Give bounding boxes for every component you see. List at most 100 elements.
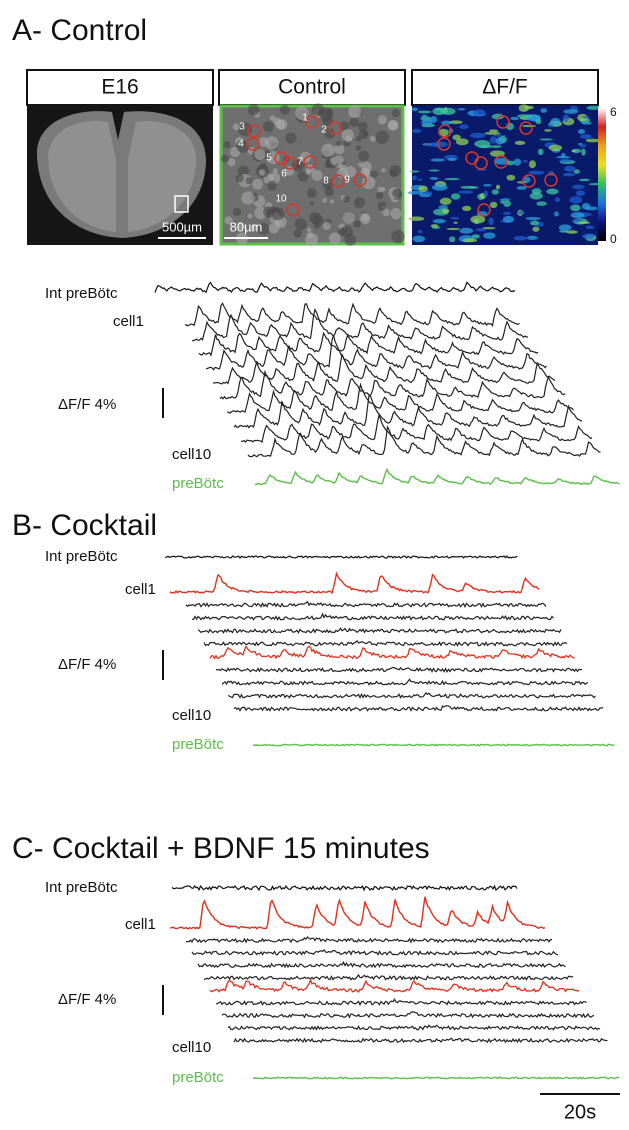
label: 4: [238, 139, 244, 150]
texture: [232, 207, 242, 217]
texture: [491, 113, 504, 120]
texture: [258, 169, 266, 176]
texture: [556, 156, 571, 159]
texture: [236, 222, 245, 230]
label: 9: [344, 175, 350, 186]
texture: [329, 199, 335, 204]
texture: [459, 124, 469, 130]
texture: [412, 175, 418, 180]
texture: [421, 119, 433, 126]
texture: [390, 208, 402, 220]
texture: [539, 138, 553, 141]
label: Control: [278, 76, 346, 99]
texture: [311, 169, 323, 182]
texture: [506, 174, 516, 181]
texture: [462, 238, 478, 243]
texture: [293, 229, 302, 238]
texture: [296, 162, 301, 168]
label: cell1: [125, 581, 156, 598]
cell-roi: [519, 121, 533, 135]
texture: [536, 201, 547, 206]
texture: [546, 188, 559, 195]
cell-roi: [437, 137, 451, 151]
texture: [247, 104, 260, 116]
cell-roi: [283, 156, 297, 170]
cell-roi: [286, 203, 300, 217]
label: Int preBötc: [45, 548, 118, 565]
texture: [430, 158, 446, 162]
cell-roi: [247, 124, 261, 138]
label: Int preBötc: [45, 285, 118, 302]
texture: [580, 134, 592, 139]
texture: [517, 114, 533, 118]
cell-roi: [246, 137, 260, 151]
texture: [482, 226, 496, 230]
texture: [493, 157, 510, 165]
texture: [582, 115, 589, 119]
texture: [360, 213, 371, 225]
texture: [409, 170, 420, 173]
label: C- Cocktail + BDNF 15 minutes: [12, 832, 430, 865]
texture: [334, 144, 345, 155]
texture: [581, 148, 586, 156]
texture: [417, 229, 423, 234]
texture: [470, 215, 486, 224]
texture: [491, 189, 499, 195]
label: 8: [323, 176, 329, 187]
texture: [483, 232, 496, 239]
label: 1: [302, 113, 308, 124]
texture: [353, 220, 362, 228]
trace: [254, 467, 620, 486]
texture: [254, 149, 266, 161]
texture: [257, 222, 270, 235]
trace: [215, 998, 587, 1007]
texture: [236, 140, 249, 153]
trace: [219, 369, 566, 400]
texture: [358, 150, 370, 162]
cell-roi: [496, 115, 510, 129]
texture: [579, 144, 587, 148]
texture: [272, 168, 279, 174]
texture: [455, 138, 469, 146]
label: B- Cocktail: [12, 509, 157, 542]
texture: [391, 229, 405, 244]
texture: [530, 220, 539, 226]
texture: [500, 200, 505, 204]
texture: [505, 160, 516, 166]
texture: [573, 169, 581, 174]
texture: [459, 227, 474, 234]
texture: [306, 227, 312, 233]
texture: [446, 227, 460, 231]
texture: [432, 218, 446, 224]
trace: [203, 640, 568, 647]
texture: [345, 135, 353, 143]
texture: [324, 128, 335, 139]
texture: [579, 178, 590, 182]
texture: [241, 191, 255, 205]
texture: [502, 215, 515, 223]
image-header: [26, 69, 214, 106]
texture: [469, 186, 479, 189]
trace: [221, 1011, 595, 1019]
texture: [564, 165, 576, 172]
trace: [227, 692, 596, 700]
texture: [342, 212, 355, 225]
texture: [269, 115, 276, 121]
cell-roi: [522, 174, 536, 188]
texture: [581, 202, 591, 210]
texture: [266, 180, 278, 191]
label: A- Control: [12, 14, 147, 47]
texture: [421, 114, 427, 118]
trace: [233, 1037, 608, 1044]
texture: [328, 232, 341, 245]
label: 2: [321, 125, 327, 136]
trace: [171, 884, 518, 892]
texture: [411, 107, 418, 112]
texture: [562, 172, 576, 177]
texture: [263, 206, 275, 218]
texture: [570, 212, 585, 219]
texture: [495, 137, 505, 145]
texture: [428, 169, 440, 172]
texture: [224, 216, 233, 225]
texture: [450, 193, 461, 200]
